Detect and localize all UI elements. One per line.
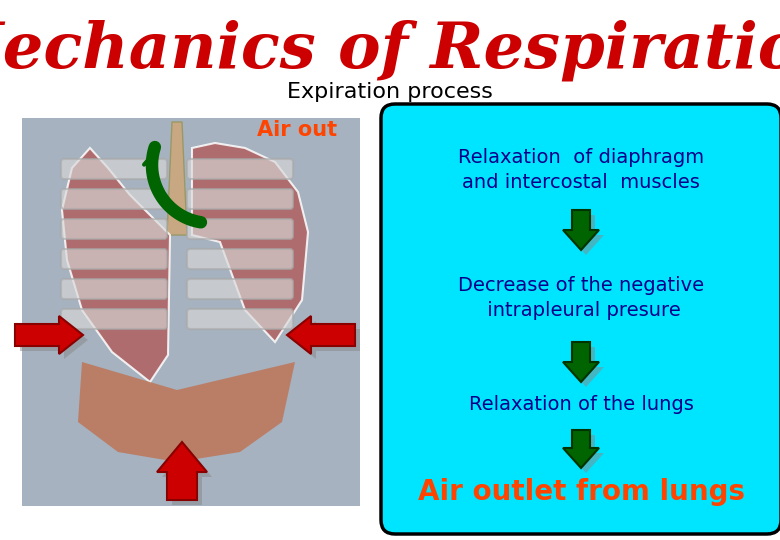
- Text: Mechanics of Respiration: Mechanics of Respiration: [0, 19, 780, 81]
- FancyArrow shape: [292, 321, 360, 359]
- FancyBboxPatch shape: [187, 189, 293, 209]
- FancyBboxPatch shape: [187, 309, 293, 329]
- Text: Air outlet from lungs: Air outlet from lungs: [417, 478, 744, 506]
- FancyBboxPatch shape: [187, 159, 293, 179]
- FancyBboxPatch shape: [61, 309, 167, 329]
- FancyBboxPatch shape: [381, 104, 780, 534]
- Text: Decrease of the negative
 intrapleural presure: Decrease of the negative intrapleural pr…: [458, 276, 704, 320]
- FancyArrow shape: [563, 430, 599, 468]
- Polygon shape: [167, 122, 187, 235]
- FancyArrow shape: [287, 316, 355, 354]
- FancyBboxPatch shape: [187, 249, 293, 269]
- FancyBboxPatch shape: [61, 279, 167, 299]
- FancyArrow shape: [563, 210, 599, 250]
- Polygon shape: [62, 148, 170, 382]
- FancyArrow shape: [563, 342, 599, 382]
- FancyBboxPatch shape: [187, 279, 293, 299]
- FancyArrow shape: [568, 215, 604, 255]
- FancyBboxPatch shape: [61, 189, 167, 209]
- FancyBboxPatch shape: [61, 219, 167, 239]
- FancyArrow shape: [568, 347, 604, 387]
- FancyArrow shape: [162, 447, 212, 505]
- Polygon shape: [192, 143, 308, 342]
- Polygon shape: [78, 362, 295, 462]
- FancyArrow shape: [15, 316, 83, 354]
- FancyArrow shape: [568, 435, 604, 473]
- Text: Relaxation  of diaphragm
and intercostal  muscles: Relaxation of diaphragm and intercostal …: [458, 148, 704, 192]
- FancyArrow shape: [20, 321, 88, 359]
- FancyBboxPatch shape: [22, 118, 360, 506]
- FancyBboxPatch shape: [61, 249, 167, 269]
- Text: Relaxation of the lungs: Relaxation of the lungs: [469, 395, 693, 415]
- FancyBboxPatch shape: [187, 219, 293, 239]
- FancyBboxPatch shape: [61, 159, 167, 179]
- FancyArrow shape: [157, 442, 207, 500]
- Text: Air out: Air out: [257, 120, 337, 140]
- Text: Expiration process: Expiration process: [287, 82, 493, 102]
